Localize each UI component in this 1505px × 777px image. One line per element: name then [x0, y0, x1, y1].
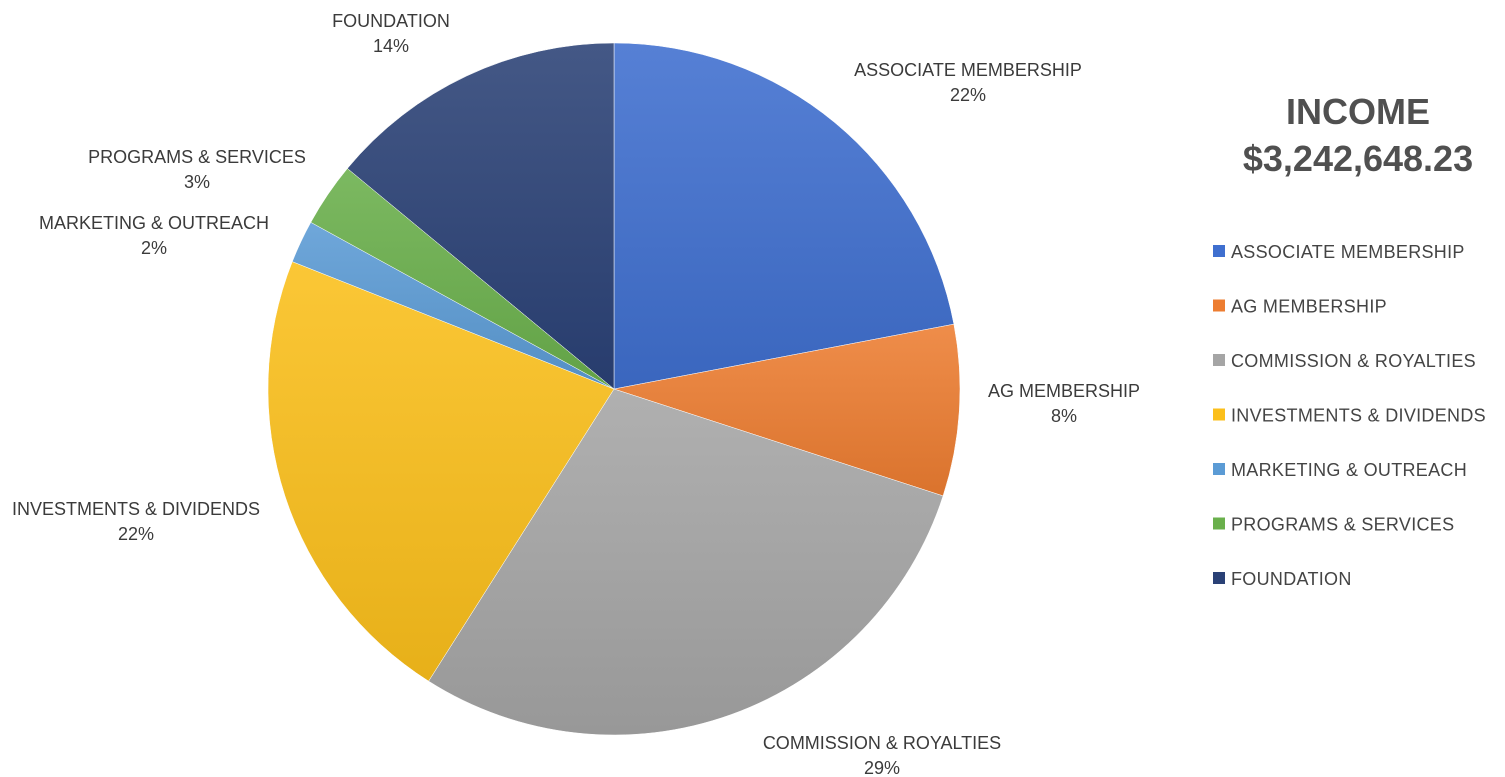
slice-label-ag-membership: AG MEMBERSHIP [988, 381, 1140, 401]
legend-swatch-marketing-and-outreach [1213, 463, 1225, 475]
legend-label-foundation: FOUNDATION [1231, 569, 1352, 589]
legend-label-marketing-and-outreach: MARKETING & OUTREACH [1231, 460, 1467, 480]
legend-swatch-programs-and-services [1213, 517, 1225, 530]
legend-swatch-ag-membership [1213, 299, 1225, 312]
slice-percent-marketing-and-outreach: 2% [141, 238, 167, 258]
legend-label-investments-and-dividends: INVESTMENTS & DIVIDENDS [1231, 406, 1486, 426]
pie-slices [267, 42, 961, 736]
legend-swatch-commission-and-royalties [1213, 354, 1225, 366]
legend-swatch-investments-and-dividends [1213, 408, 1225, 421]
slice-percent-investments-and-dividends: 22% [118, 524, 154, 544]
chart-legend: ASSOCIATE MEMBERSHIP AG MEMBERSHIP COMMISS… [1213, 242, 1486, 589]
pie-slice-investments-and-dividends [267, 261, 615, 682]
slice-label-programs-and-services: PROGRAMS & SERVICES [88, 147, 306, 167]
legend-swatch-foundation [1213, 572, 1225, 584]
slice-percent-ag-membership: 8% [1051, 406, 1077, 426]
slice-percent-foundation: 14% [373, 36, 409, 56]
legend-swatch-associate-membership [1213, 245, 1225, 257]
legend-label-ag-membership: AG MEMBERSHIP [1231, 297, 1387, 317]
legend-label-associate-membership: ASSOCIATE MEMBERSHIP [1231, 242, 1465, 262]
pie-slice-associate-membership [613, 42, 955, 390]
pie-slice-foundation [347, 42, 615, 390]
slice-label-associate-membership: ASSOCIATE MEMBERSHIP [854, 60, 1082, 80]
pie-slice-labels: ASSOCIATE MEMBERSHIP 22% AG MEMBERSHIP 8% CO… [12, 11, 1140, 777]
slice-percent-associate-membership: 22% [950, 85, 986, 105]
slice-label-marketing-and-outreach: MARKETING & OUTREACH [39, 213, 269, 233]
pie-slice-commission-and-royalties [428, 388, 944, 736]
slice-percent-programs-and-services: 3% [184, 172, 210, 192]
legend-label-programs-and-services: PROGRAMS & SERVICES [1231, 515, 1454, 535]
slice-label-foundation: FOUNDATION [332, 11, 450, 31]
chart-title: INCOME [1286, 91, 1430, 132]
legend-label-commission-and-royalties: COMMISSION & ROYALTIES [1231, 351, 1476, 371]
slice-percent-commission-and-royalties: 29% [864, 758, 900, 777]
slice-label-investments-and-dividends: INVESTMENTS & DIVIDENDS [12, 499, 260, 519]
slice-label-commission-and-royalties: COMMISSION & ROYALTIES [763, 733, 1001, 753]
pie-slice-ag-membership [613, 323, 961, 497]
chart-subtitle: $3,242,648.23 [1243, 138, 1473, 179]
